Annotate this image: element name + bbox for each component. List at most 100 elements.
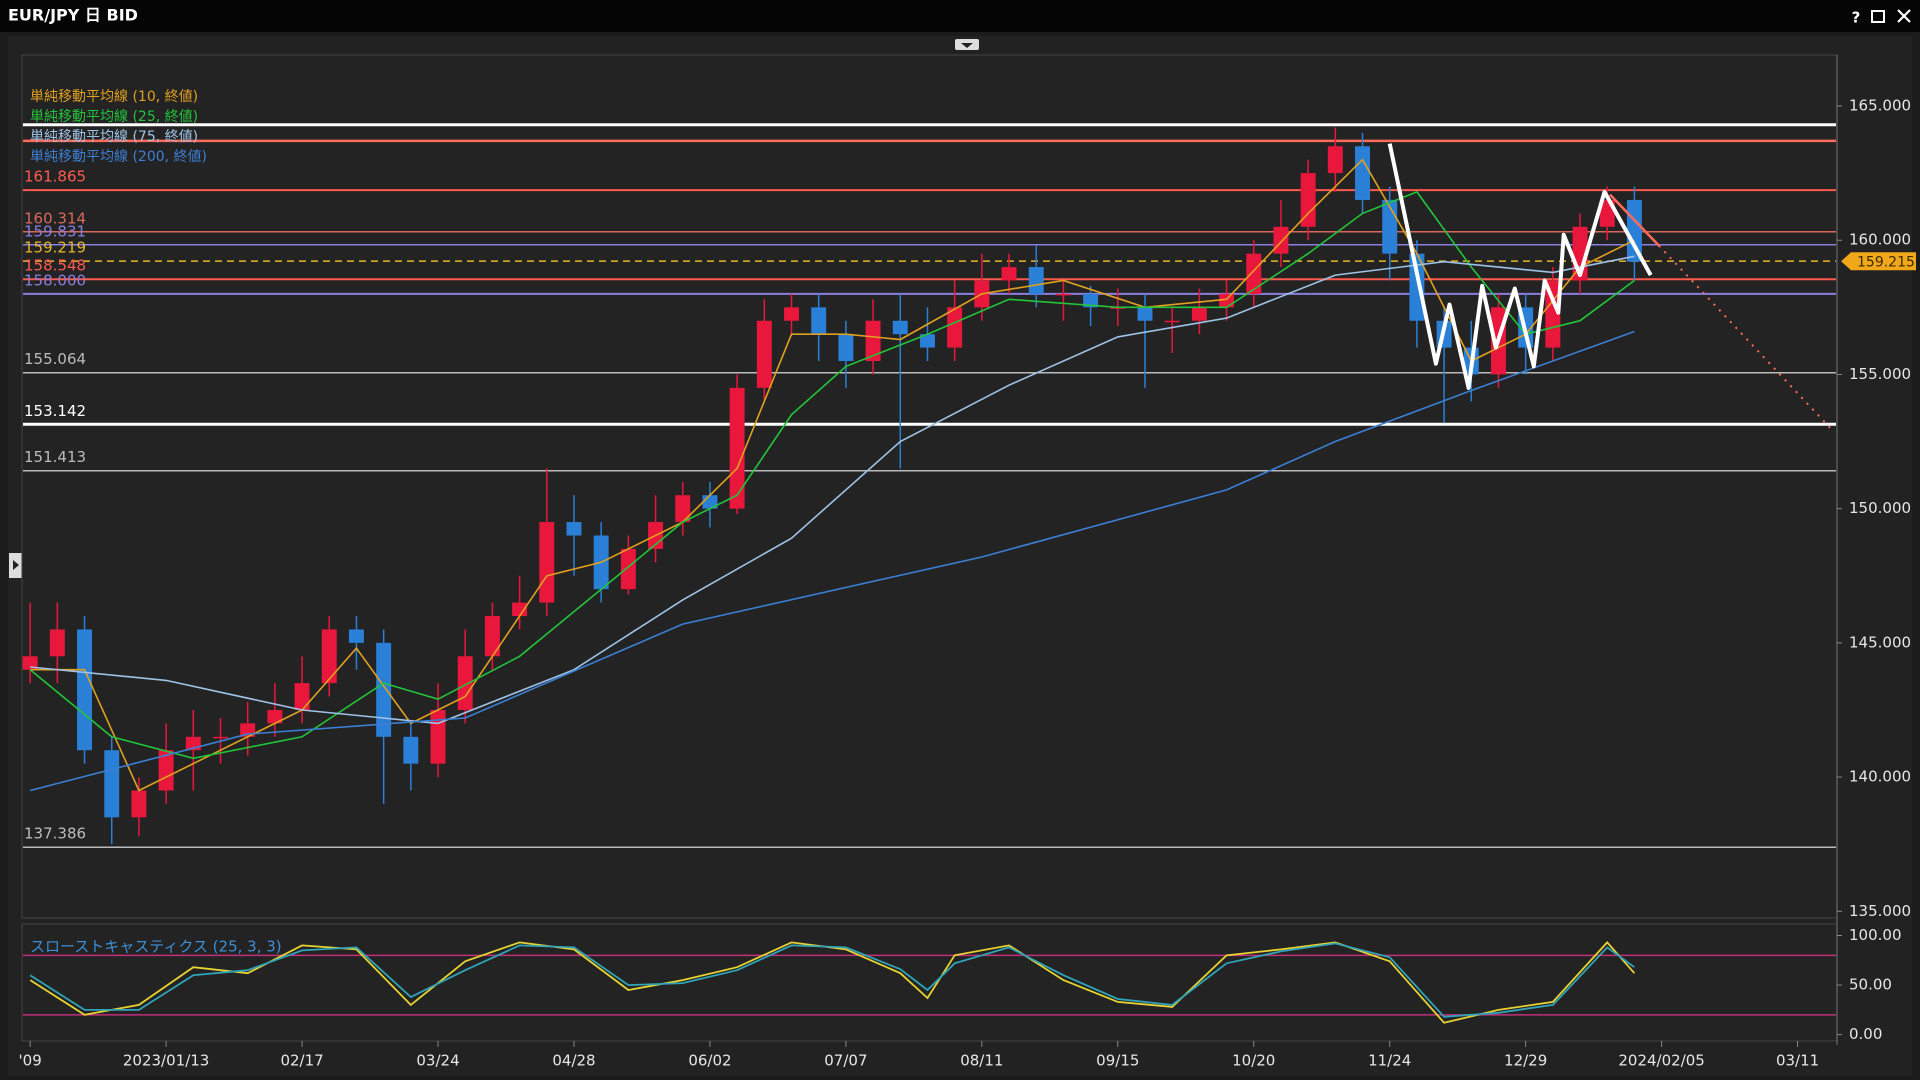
- stochastic-line: [29, 942, 1635, 1018]
- level-label: 159.831: [24, 222, 86, 240]
- candle-body: [104, 750, 120, 818]
- x-tick-label: 2024/02/05: [1618, 1052, 1704, 1070]
- level-label: 161.865: [24, 168, 86, 186]
- moving-average: [29, 190, 1635, 760]
- price-tag-label: 159.215: [1857, 254, 1915, 270]
- level-label: 158.000: [24, 271, 86, 289]
- candle-body: [620, 548, 636, 590]
- candle-body: [512, 602, 528, 617]
- legend-entry: 単純移動平均線 (10, 終値): [30, 89, 198, 105]
- candle-body: [348, 629, 364, 643]
- panel-title: スローストキャスティクス (25, 3, 3): [30, 938, 282, 956]
- y-tick-label: 165.000: [1849, 97, 1911, 115]
- x-tick-label: 06/02: [688, 1052, 731, 1070]
- candle-body: [1300, 173, 1316, 227]
- close-button[interactable]: [1897, 9, 1911, 23]
- candle-body: [756, 320, 772, 388]
- level-label: 155.064: [24, 350, 86, 368]
- candle-body: [838, 334, 854, 362]
- candle-body: [539, 522, 555, 603]
- candle-body: [892, 320, 908, 335]
- x-tick-label: 2023/01/13: [123, 1052, 209, 1070]
- candle-body: [919, 334, 935, 348]
- y-tick-label: 0.00: [1849, 1025, 1882, 1043]
- candle-body: [1137, 307, 1153, 321]
- candle-body: [566, 522, 582, 536]
- candle-body: [1028, 267, 1044, 294]
- x-tick-label: 03/24: [416, 1052, 459, 1070]
- y-tick-label: 160.000: [1849, 231, 1911, 249]
- candle-body: [403, 736, 419, 764]
- candle-body: [1273, 226, 1289, 254]
- x-tick-label: 12/29: [1504, 1052, 1547, 1070]
- candle-body: [811, 307, 827, 335]
- y-tick-label: 135.000: [1849, 902, 1911, 920]
- candle-body: [675, 495, 691, 523]
- candle-body: [22, 656, 38, 670]
- candle-body: [1409, 253, 1425, 321]
- candle-body: [1355, 146, 1370, 200]
- price-tag: [1841, 252, 1916, 271]
- candle-body: [784, 307, 799, 321]
- x-tick-label: 10/20: [1232, 1052, 1275, 1070]
- y-tick-label: 140.000: [1849, 768, 1911, 786]
- candle-body: [321, 629, 337, 684]
- candle-body: [1164, 320, 1180, 323]
- candle-body: [158, 750, 174, 791]
- x-tick-label: 02/17: [280, 1052, 323, 1070]
- legend-entry: 単純移動平均線 (25, 終値): [30, 109, 198, 125]
- x-tick-label: 09/15: [1096, 1052, 1139, 1070]
- candle-body: [1055, 293, 1071, 296]
- y-tick-label: 50.00: [1849, 976, 1892, 994]
- y-tick-label: 145.000: [1849, 633, 1911, 651]
- trend-drawing: [1387, 143, 1653, 390]
- candle-body: [1001, 267, 1017, 281]
- candle-body: [131, 790, 147, 818]
- window-title: EUR/JPY 日 BID: [8, 6, 138, 25]
- x-tick-label: 08/11: [960, 1052, 1003, 1070]
- candle-body: [729, 387, 745, 509]
- level-label: 159.219: [24, 239, 86, 257]
- candle-body: [947, 307, 963, 348]
- collapse-arrow: [961, 43, 973, 48]
- stochastic-line: [29, 941, 1636, 1024]
- x-tick-label: '09: [19, 1052, 42, 1070]
- candle-body: [484, 616, 500, 657]
- legend-entry: 単純移動平均線 (200, 終値): [30, 149, 207, 165]
- candle-body: [376, 642, 392, 737]
- y-tick-label: 100.00: [1849, 926, 1902, 944]
- help-button[interactable]: ?: [1852, 9, 1861, 27]
- candle-body: [49, 629, 65, 657]
- candle-body: [1083, 293, 1099, 308]
- moving-average: [30, 255, 1635, 725]
- stochastic-panel: [21, 923, 1838, 1042]
- level-label: 160.314: [24, 209, 86, 227]
- price-panel: [21, 54, 1838, 919]
- candle-body: [1327, 146, 1343, 174]
- x-tick-label: 11/24: [1368, 1052, 1411, 1070]
- x-tick-label: 03/11: [1776, 1052, 1819, 1070]
- level-label: 151.413: [24, 448, 86, 466]
- title-bar: [0, 0, 1920, 32]
- candle-body: [1191, 307, 1207, 321]
- maximize-button[interactable]: [1871, 10, 1885, 23]
- candle-body: [213, 736, 228, 739]
- y-tick-label: 155.000: [1849, 365, 1911, 383]
- candle-body: [457, 656, 473, 710]
- candle-body: [1246, 253, 1262, 294]
- side-arrow: [13, 560, 19, 570]
- y-tick-label: 150.000: [1849, 499, 1911, 517]
- x-tick-label: 07/07: [824, 1052, 867, 1070]
- x-tick-label: 04/28: [552, 1052, 595, 1070]
- level-label: 158.548: [24, 257, 86, 275]
- candle-body: [294, 683, 310, 710]
- moving-average: [29, 330, 1635, 792]
- level-label: 137.386: [24, 825, 86, 843]
- level-label: 153.142: [24, 402, 86, 420]
- candle-body: [267, 709, 283, 724]
- candle-body: [77, 629, 93, 751]
- candle-body: [430, 709, 446, 764]
- candle-body: [865, 320, 881, 362]
